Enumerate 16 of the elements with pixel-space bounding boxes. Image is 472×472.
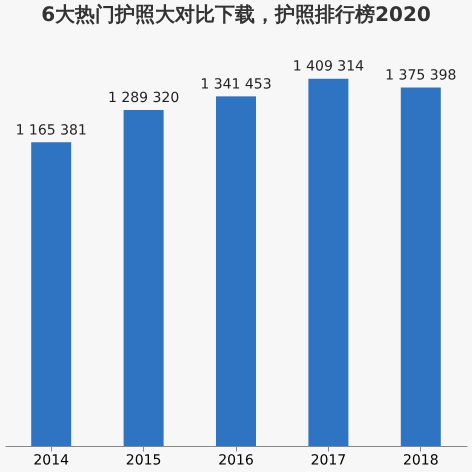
- bar: [308, 78, 348, 446]
- x-tick-label: 2015: [126, 452, 162, 468]
- data-label: 1 409 314: [292, 58, 364, 75]
- data-label: 1 341 453: [200, 76, 272, 92]
- bar: [400, 88, 441, 446]
- data-label: 1 375 398: [385, 68, 456, 84]
- x-tick-label: 2014: [33, 452, 70, 468]
- bar: [216, 96, 256, 446]
- chart-title: 6大热门护照大对比下载，护照排行榜2020: [41, 2, 431, 26]
- x-tick-label: 2018: [402, 452, 439, 468]
- data-label: 1 289 320: [108, 90, 180, 106]
- x-tick-label: 2017: [310, 452, 346, 468]
- data-label: 1 165 381: [16, 122, 87, 138]
- bar: [31, 142, 72, 446]
- bar: [124, 110, 164, 446]
- x-tick-label: 2016: [218, 452, 254, 468]
